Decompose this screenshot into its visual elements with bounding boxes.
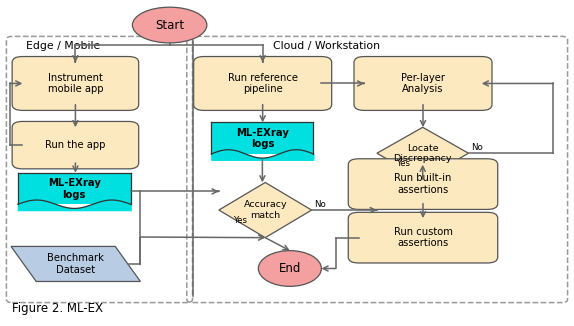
Text: Instrument
mobile app: Instrument mobile app [48,73,103,94]
Text: Edge / Mobile: Edge / Mobile [26,41,100,51]
Bar [18,173,131,204]
Text: Run reference
pipeline: Run reference pipeline [228,73,298,94]
Ellipse shape [258,251,321,286]
Text: Start: Start [155,19,184,32]
FancyBboxPatch shape [354,56,492,111]
Text: No: No [471,143,483,152]
FancyBboxPatch shape [348,159,498,209]
Text: ML-EXray
logs: ML-EXray logs [236,128,289,149]
Text: Yes: Yes [234,216,248,225]
FancyBboxPatch shape [12,56,139,111]
Text: Benchmark
Dataset: Benchmark Dataset [47,253,104,275]
Text: Locate
Discrepancy: Locate Discrepancy [393,143,452,163]
Text: Per-layer
Analysis: Per-layer Analysis [401,73,445,94]
Text: End: End [278,262,301,275]
Text: No: No [314,200,325,209]
Bar [211,123,313,154]
Text: Accuracy
match: Accuracy match [243,200,287,220]
Polygon shape [11,246,141,281]
Text: Figure 2. ML-EX: Figure 2. ML-EX [12,302,103,315]
Text: Cloud / Workstation: Cloud / Workstation [273,41,379,51]
FancyBboxPatch shape [12,122,139,169]
Text: Yes: Yes [397,159,411,168]
Polygon shape [377,127,468,179]
Text: Run built-in
assertions: Run built-in assertions [394,173,452,195]
FancyBboxPatch shape [193,56,332,111]
Text: ML-EXray
logs: ML-EXray logs [48,178,100,200]
Text: Run the app: Run the app [45,140,106,150]
Ellipse shape [133,7,207,43]
Polygon shape [219,183,312,238]
FancyBboxPatch shape [348,212,498,263]
Text: Run custom
assertions: Run custom assertions [394,227,452,248]
